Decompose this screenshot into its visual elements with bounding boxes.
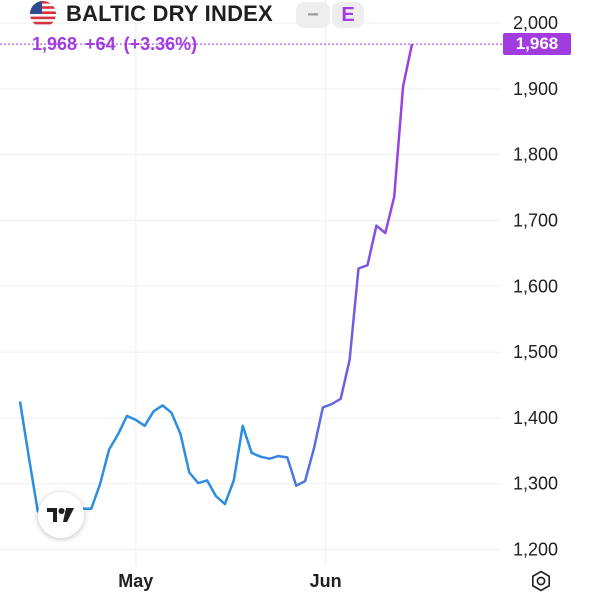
chart-header: BALTIC DRY INDEX — [30, 0, 273, 28]
tradingview-logo-icon[interactable] — [38, 492, 84, 538]
y-tick-label: 1,400 — [513, 408, 558, 428]
x-tick-label: Jun — [310, 571, 342, 591]
y-tick-label: 1,500 — [513, 342, 558, 362]
y-tick-label: 1,200 — [513, 540, 558, 560]
us-flag-icon — [30, 1, 56, 27]
index-title: BALTIC DRY INDEX — [66, 1, 273, 26]
settings-icon[interactable] — [530, 570, 552, 592]
y-tick-label: 1,600 — [513, 276, 558, 296]
grid-lines — [0, 0, 500, 566]
y-tick-label: 1,800 — [513, 145, 558, 165]
quote-line: 1,968 +64 (+3.36%) — [32, 34, 197, 55]
exchange-button[interactable]: E — [332, 2, 364, 28]
x-axis-ticks: May Jun — [118, 571, 341, 591]
quote-change-percent: (+3.36%) — [123, 34, 198, 54]
last-price-badge: 1,968 — [503, 33, 571, 55]
quote-change: +64 — [85, 34, 116, 54]
x-tick-label: May — [118, 571, 153, 591]
series-line[interactable] — [18, 43, 414, 522]
y-axis-ticks: 1,200 1,300 1,400 1,500 1,600 1,700 1,800 1,900… — [513, 13, 558, 560]
quote-price: 1,968 — [32, 34, 78, 54]
y-tick-label: 1,700 — [513, 210, 558, 230]
series-points — [20, 44, 412, 520]
y-tick-label: 1,900 — [513, 79, 558, 99]
y-tick-label: 1,300 — [513, 474, 558, 494]
y-tick-label: 2,000 — [513, 13, 558, 33]
collapse-button[interactable]: − — [296, 2, 330, 28]
